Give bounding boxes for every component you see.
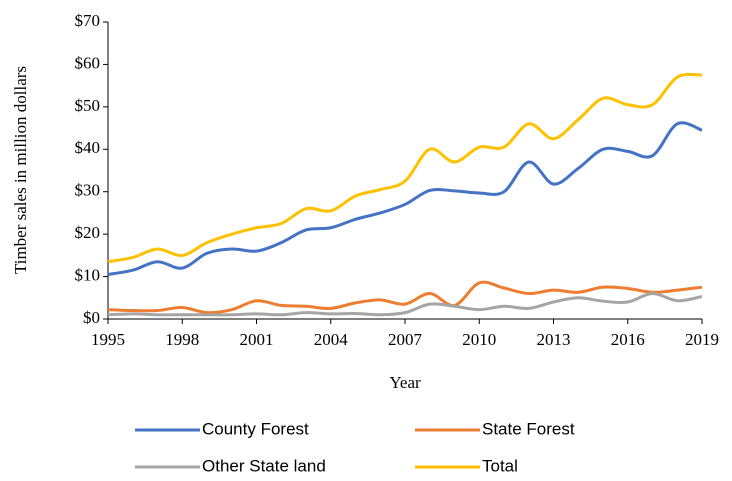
- y-tick-label: $30: [75, 181, 101, 200]
- x-tick-label: 2016: [611, 330, 645, 349]
- x-tick-label: 2019: [685, 330, 719, 349]
- x-tick-label: 2001: [240, 330, 274, 349]
- legend-label: County Forest: [202, 419, 309, 438]
- x-tick-label: 1995: [91, 330, 125, 349]
- y-tick-label: $70: [75, 11, 101, 30]
- series-line: [107, 121, 703, 276]
- legend-label: State Forest: [482, 419, 575, 438]
- x-tick-label: 2007: [388, 330, 423, 349]
- y-tick-label: $20: [75, 223, 101, 242]
- legend-label: Total: [482, 456, 518, 475]
- y-tick-label: $0: [83, 308, 100, 327]
- y-tick-label: $60: [75, 53, 101, 72]
- legend-label: Other State land: [202, 456, 326, 475]
- x-tick-label: 2004: [314, 330, 349, 349]
- x-axis-title: Year: [389, 373, 421, 392]
- y-axis-title: Timber sales in million dollars: [11, 66, 30, 274]
- x-tick-label: 2010: [462, 330, 496, 349]
- series-line: [107, 72, 703, 264]
- x-tick-label: 2013: [537, 330, 571, 349]
- y-tick-label: $50: [75, 96, 101, 115]
- series-line: [107, 280, 703, 315]
- x-tick-label: 1998: [165, 330, 199, 349]
- y-tick-label: $10: [75, 265, 101, 284]
- y-tick-label: $40: [75, 138, 101, 157]
- series-line: [107, 292, 703, 317]
